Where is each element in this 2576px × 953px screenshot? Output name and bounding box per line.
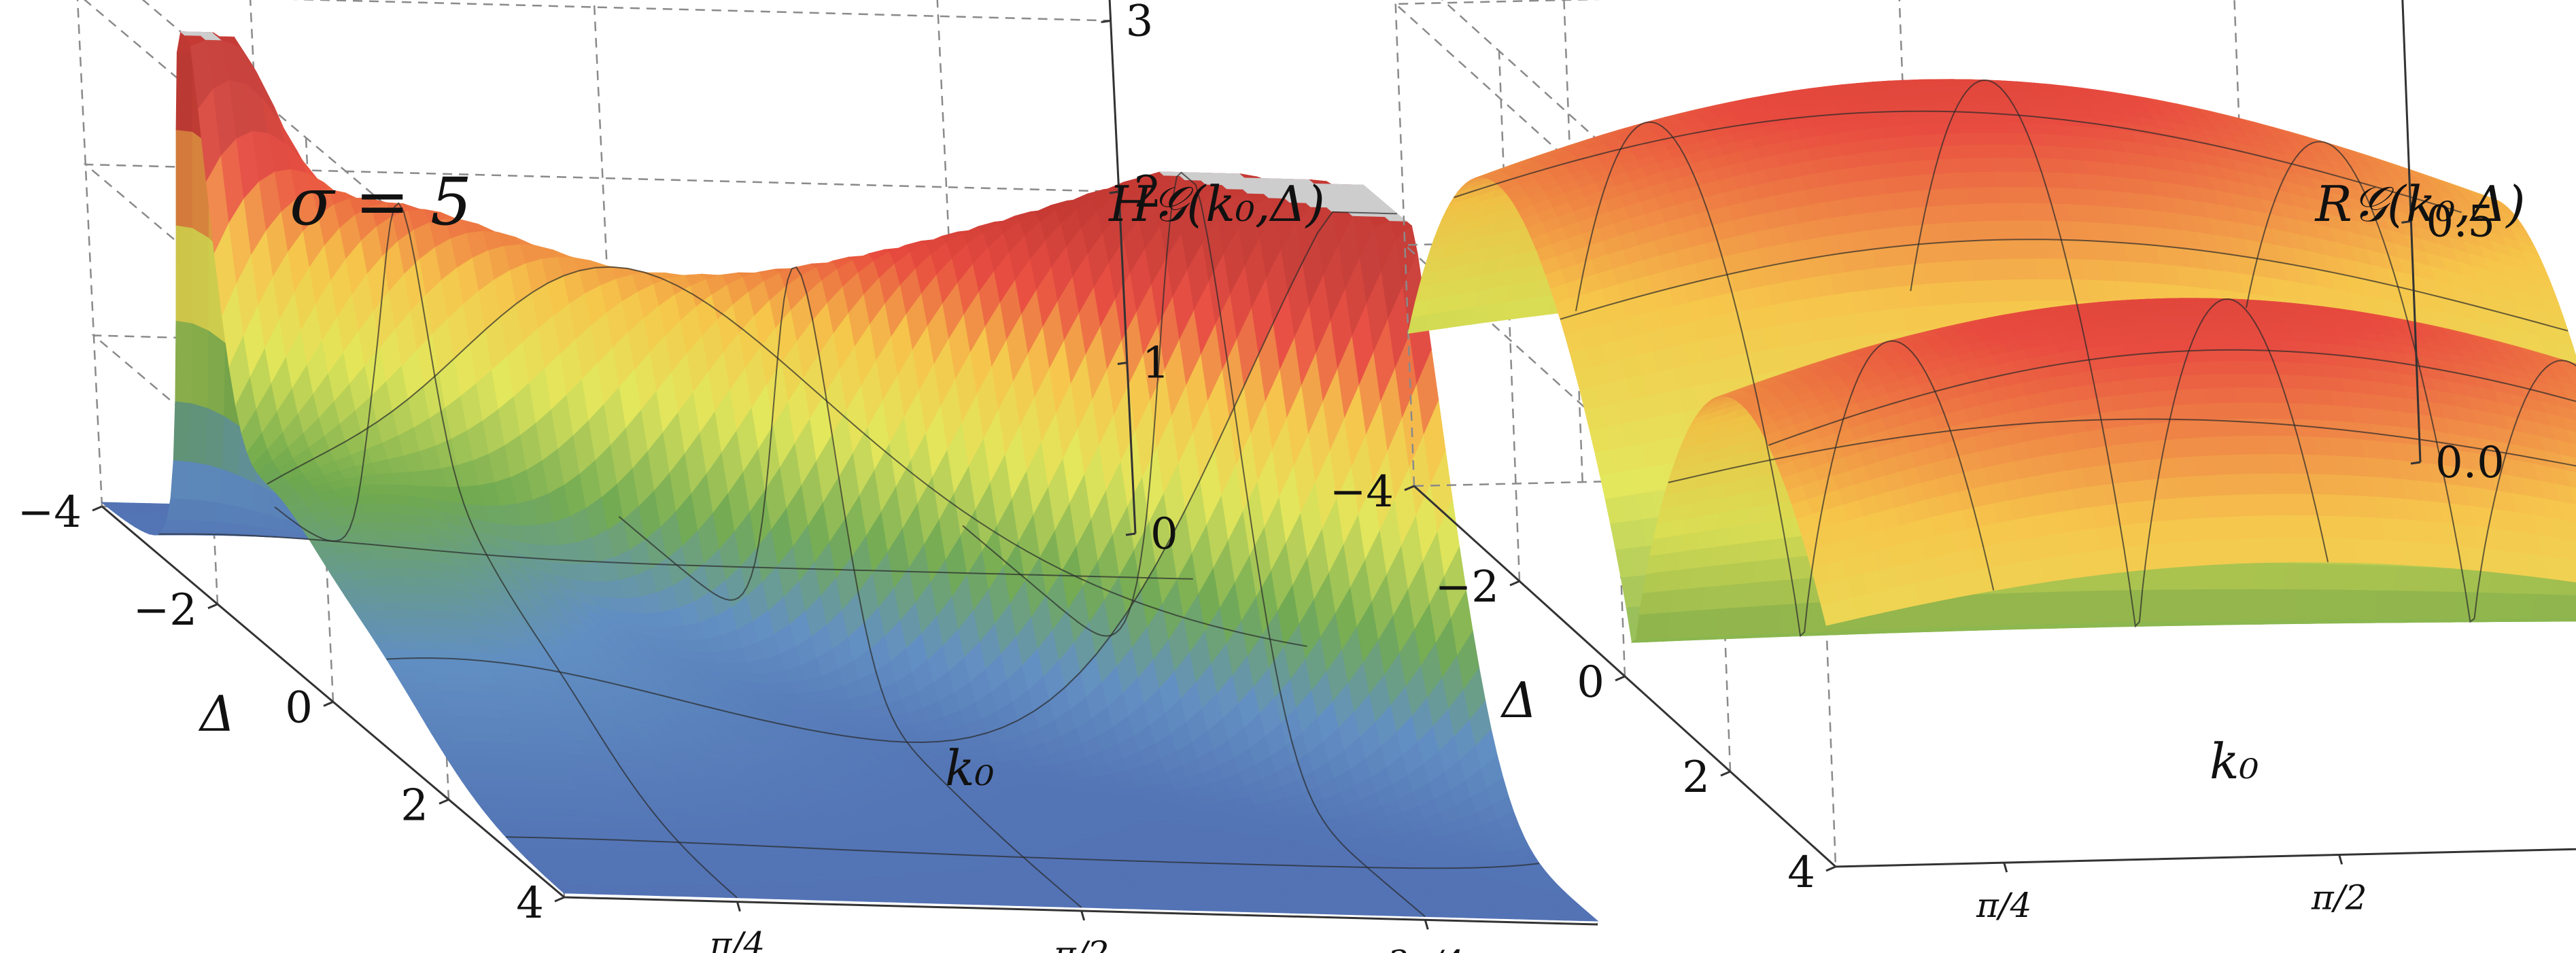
- x-tick-mark: [1424, 919, 1429, 930]
- surface: [1407, 79, 2576, 643]
- z-tick-label: 2: [1134, 167, 1162, 218]
- x-axis-label: k₀: [2210, 733, 2259, 790]
- z-tick-label: 0.0: [2435, 438, 2505, 488]
- y-tick-label: −2: [1435, 562, 1499, 612]
- z-tick-label: 0.5: [2426, 196, 2495, 247]
- y-tick-label: −2: [133, 585, 197, 636]
- y-tick-label: 4: [516, 878, 544, 929]
- surface: [100, 31, 1599, 922]
- x-tick-label: π/4: [1976, 886, 2032, 925]
- z-tick-label: 0: [1150, 509, 1178, 559]
- surface-mesh: [158, 171, 1540, 918]
- y-tick-mark: [1615, 675, 1626, 682]
- axes-box: [1404, 0, 2576, 873]
- y-tick-mark: [207, 603, 218, 610]
- z-tick-label: 1.0: [2417, 0, 2486, 6]
- axes-box: [92, 0, 1598, 930]
- y-tick-label: −4: [18, 487, 82, 538]
- y-tick-mark: [1825, 865, 1836, 872]
- y-tick-label: 2: [400, 780, 428, 831]
- z-tick-mark: [1125, 532, 1136, 536]
- z-tick-mark: [1109, 190, 1119, 194]
- y-tick-label: 0: [1577, 657, 1604, 708]
- y-axis-label: Δ: [198, 685, 235, 742]
- y-tick-mark: [439, 798, 449, 805]
- z-tick-label: 3: [1126, 0, 1154, 46]
- z-axis-label: R𝒢(k₀,Δ): [2314, 175, 2525, 232]
- x-tick-mark: [1080, 910, 1086, 921]
- z-tick-mark: [1101, 19, 1111, 23]
- x-tick-label: π/2: [2311, 878, 2367, 917]
- z-tick-mark: [2410, 461, 2421, 465]
- x-tick-mark: [2338, 854, 2343, 865]
- y-tick-mark: [323, 701, 334, 707]
- z-tick-mark: [2401, 220, 2411, 224]
- x-tick-label: 3π/4: [1387, 943, 1464, 953]
- x-tick-mark: [2003, 862, 2008, 873]
- x-tick-label: π/4: [709, 925, 766, 953]
- z-axis-label: H𝒢(k₀,Δ): [1107, 175, 1325, 232]
- z-tick-label: 1: [1142, 338, 1170, 388]
- y-tick-label: 4: [1787, 848, 1815, 898]
- y-tick-label: 2: [1682, 752, 1710, 803]
- y-tick-label: −4: [1330, 467, 1394, 517]
- y-tick-mark: [1720, 770, 1731, 777]
- sigma-annotation: σ = 5: [290, 164, 472, 240]
- surface-mesh: [1454, 79, 2576, 638]
- y-tick-mark: [1509, 580, 1520, 587]
- y-tick-mark: [1404, 485, 1415, 491]
- x-tick-label: π/2: [1053, 934, 1110, 953]
- y-axis-label: Δ: [1500, 672, 1537, 729]
- z-tick-mark: [1117, 361, 1128, 365]
- x-tick-mark: [736, 901, 741, 912]
- y-tick-label: 0: [285, 683, 313, 733]
- y-tick-mark: [92, 505, 103, 512]
- chart-h-surface: −4 −2 0 2 4 π/4 π/2 3π/4 0 1 2 3 H𝒢(k₀,Δ) k₀ Δσ = 5: [18, 0, 1599, 953]
- x-axis-label: k₀: [945, 740, 995, 797]
- y-tick-mark: [554, 896, 565, 903]
